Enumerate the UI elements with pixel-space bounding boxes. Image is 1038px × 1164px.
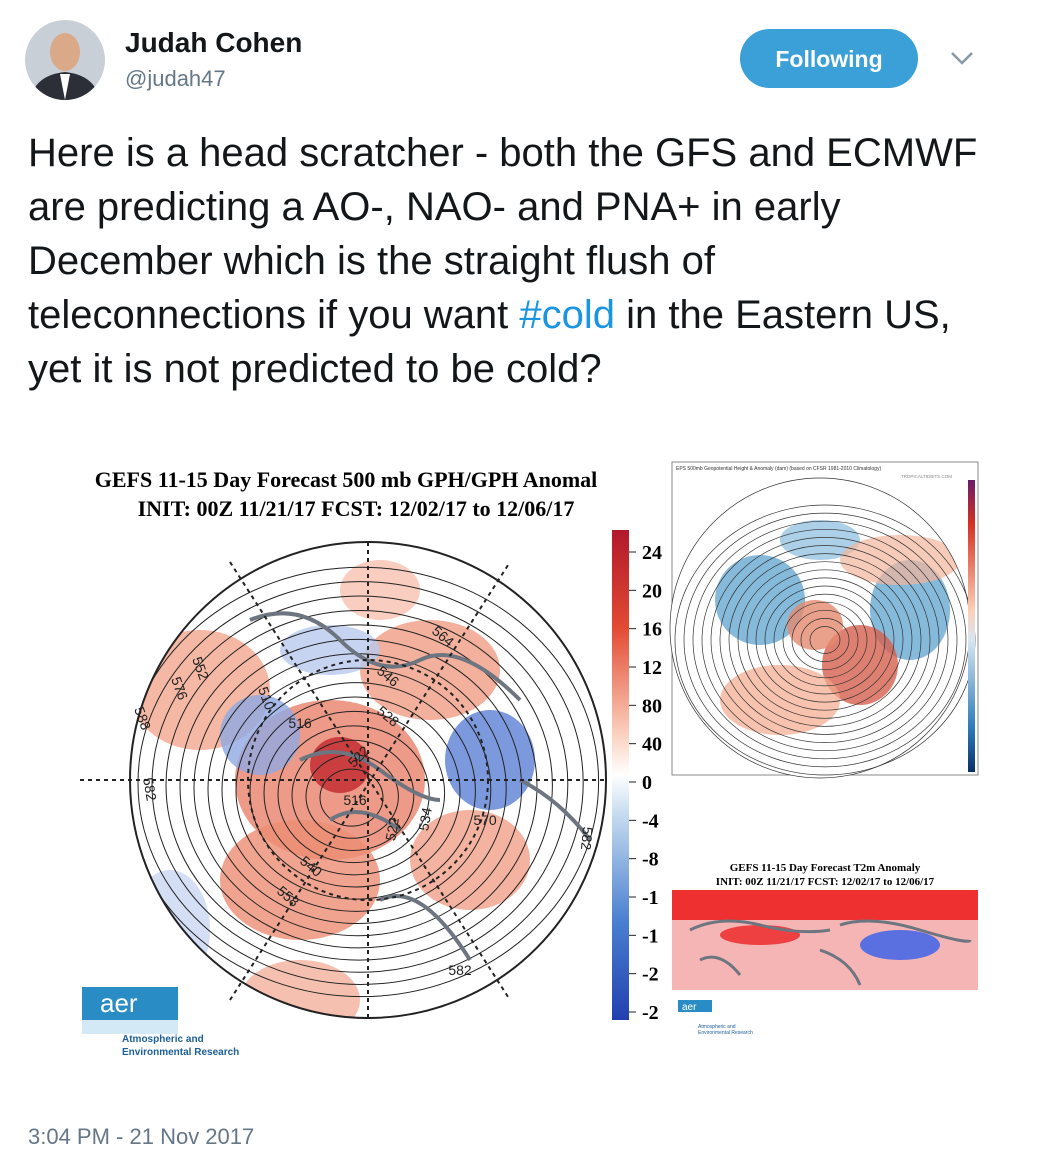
follow-button-label[interactable]: Following: [775, 46, 882, 72]
gph-map-image[interactable]: GEFS 11-15 Day Forecast 500 mb GPH/GPH A…: [28, 460, 665, 1065]
contour-label: 552: [189, 655, 212, 683]
contour: [151, 595, 569, 973]
contour-label: 570: [473, 812, 497, 828]
contour: [291, 739, 415, 851]
logo-caption: Environmental Research: [122, 1047, 239, 1058]
contour: [193, 638, 523, 937]
colorbar-label: 20: [642, 580, 662, 602]
contour: [130, 566, 600, 998]
colorbar-label: -4: [642, 810, 659, 832]
map-title: GEFS 11-15 Day Forecast T2m Anomaly: [730, 862, 921, 874]
contour: [165, 609, 553, 961]
contour-label: 522: [382, 816, 402, 842]
contour: [782, 601, 868, 679]
logo: aer: [100, 988, 138, 1018]
hashtag[interactable]: #cold: [519, 293, 616, 337]
contour-label: 534: [415, 806, 435, 832]
contour: [809, 626, 841, 654]
logo: aer: [682, 1002, 697, 1013]
contour: [701, 528, 949, 752]
colorbar-label: 24: [642, 542, 662, 564]
contour-label: 588: [131, 705, 154, 733]
contour-label: 510: [255, 685, 278, 713]
contour-label: 582: [578, 826, 596, 851]
timestamp[interactable]: 3:04 PM - 21 Nov 2017: [28, 1124, 254, 1149]
tweet-text-part: in the Eastern US, yet it is not predict…: [28, 293, 951, 391]
contour: [319, 768, 384, 827]
contour: [263, 710, 446, 876]
logo-caption: Environmental Research: [698, 1030, 753, 1036]
contour: [791, 609, 859, 671]
colorbar-label: 12: [642, 657, 662, 679]
colorbar-label: -2: [642, 1002, 659, 1024]
contour-label: 516: [343, 792, 367, 808]
colorbar-label: -1: [642, 887, 659, 909]
colorbar-label: 0: [642, 772, 652, 794]
contour: [179, 624, 538, 949]
map-title: EPS 500mb Geopotential Height & Anomaly …: [676, 466, 881, 472]
coastline: [249, 611, 592, 962]
colorbar-label: 16: [642, 619, 662, 641]
contour-label: 516: [288, 715, 312, 731]
contour: [710, 537, 940, 743]
contour: [764, 585, 886, 695]
contour: [800, 618, 850, 662]
contour: [692, 520, 958, 760]
user-name[interactable]: Judah Cohen: [125, 27, 302, 58]
follow-button[interactable]: [740, 29, 918, 88]
contour: [221, 667, 492, 912]
map-subtitle: INIT: 00Z 11/21/17 FCST: 12/02/17 to 12/…: [138, 496, 575, 521]
contour: [737, 561, 913, 719]
map-title: GEFS 11-15 Day Forecast 500 mb GPH/GPH A…: [95, 467, 598, 492]
contour: [683, 512, 967, 768]
avatar[interactable]: [25, 20, 105, 100]
contour: [773, 593, 877, 687]
menu-chevron[interactable]: [951, 52, 973, 65]
colorbar-label: -1: [642, 925, 659, 947]
contour: [728, 553, 922, 727]
tweet-text: Here is a head scratcher - both the GFS …: [28, 126, 1003, 396]
contour: [755, 577, 895, 703]
colorbar-label: -2: [642, 964, 659, 986]
tweet-text-part: Here is a head scratcher - both the GFS …: [28, 131, 978, 337]
colorbar-label: 80: [642, 695, 662, 717]
contour: [137, 581, 584, 985]
map-subtitle: INIT: 00Z 11/21/17 FCST: 12/02/17 to 12/…: [716, 876, 935, 888]
map-credit: TROPICALTIDBITS.COM: [901, 474, 952, 479]
contour: [719, 545, 931, 735]
logo-caption: Atmospheric and: [698, 1024, 736, 1030]
contour-label: 576: [168, 675, 191, 703]
contour-label: 582: [140, 776, 160, 802]
eps-map-image[interactable]: EPS 500mb Geopotential Height & Anomaly …: [669, 461, 979, 779]
contour: [746, 569, 904, 711]
user-handle[interactable]: @judah47: [125, 66, 226, 91]
logo-caption: Atmospheric and: [122, 1034, 204, 1045]
t2m-map-image[interactable]: GEFS 11-15 Day Forecast T2m Anomaly INIT…: [672, 855, 978, 1040]
contour: [277, 725, 430, 864]
colorbar-label: 40: [642, 734, 662, 756]
contour: [249, 696, 461, 888]
contour-label: 582: [448, 962, 472, 978]
colorbar-label: -8: [642, 849, 659, 871]
